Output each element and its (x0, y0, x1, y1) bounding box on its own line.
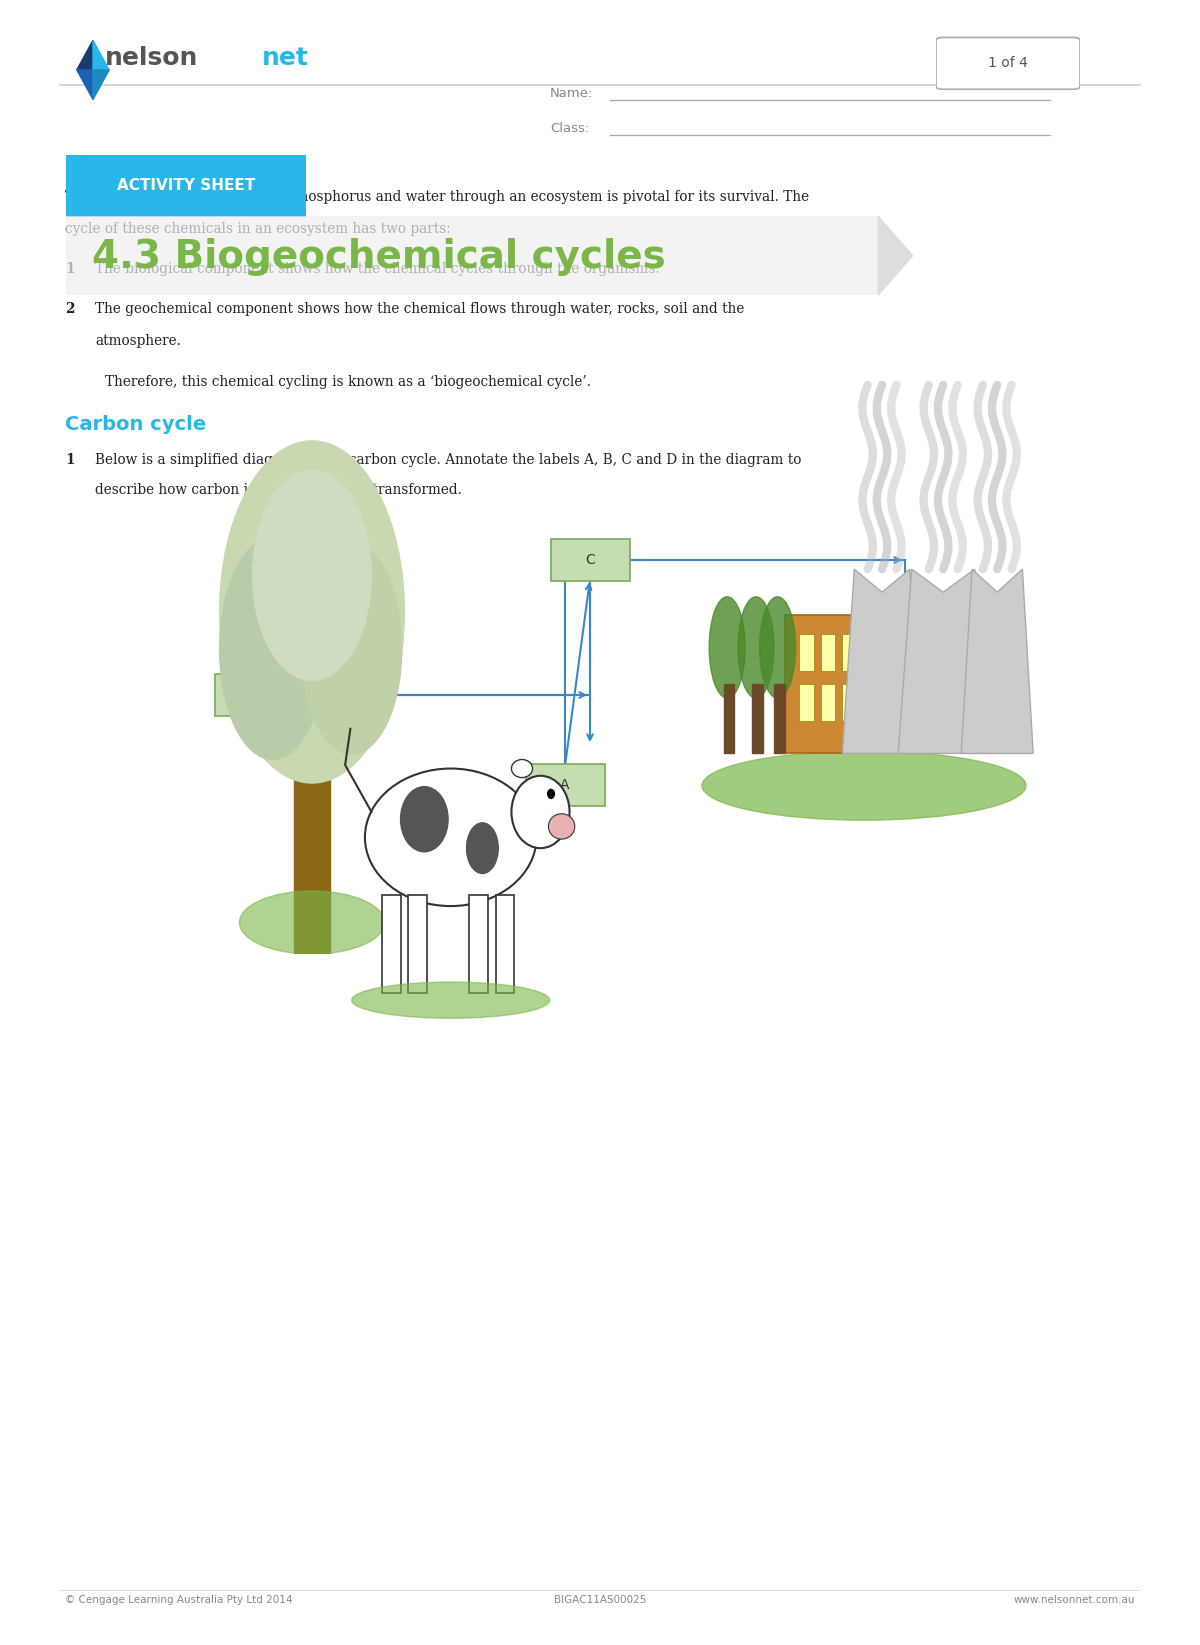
Bar (774, 684, 785, 753)
Ellipse shape (352, 982, 550, 1018)
Text: The geochemical component shows how the chemical flows through water, rocks, soi: The geochemical component shows how the … (95, 303, 744, 316)
Text: Name:: Name: (550, 87, 593, 100)
Text: describe how carbon is transferred and transformed.: describe how carbon is transferred and t… (95, 484, 462, 497)
Ellipse shape (239, 892, 385, 954)
Bar (864, 633, 878, 671)
Ellipse shape (547, 790, 554, 798)
Bar (496, 895, 514, 994)
Text: BIGAC11AS00025: BIGAC11AS00025 (554, 1596, 646, 1606)
FancyBboxPatch shape (66, 217, 878, 294)
Text: Class:: Class: (550, 122, 589, 135)
Ellipse shape (253, 470, 372, 681)
Ellipse shape (365, 768, 536, 906)
Ellipse shape (511, 760, 533, 778)
Text: cycle of these chemicals in an ecosystem has two parts:: cycle of these chemicals in an ecosystem… (65, 222, 451, 235)
Polygon shape (961, 569, 1033, 753)
Text: C: C (586, 553, 595, 568)
Ellipse shape (401, 786, 448, 852)
Text: net: net (262, 46, 308, 71)
Bar (842, 633, 857, 671)
Bar (724, 684, 734, 753)
Bar (382, 895, 401, 994)
Ellipse shape (548, 814, 575, 839)
Text: 1 of 4: 1 of 4 (988, 56, 1028, 71)
Bar (842, 684, 857, 721)
Bar (821, 684, 835, 721)
Ellipse shape (709, 597, 745, 697)
Bar (408, 895, 427, 994)
Polygon shape (94, 39, 109, 69)
FancyBboxPatch shape (216, 674, 294, 716)
Text: © Cengage Learning Australia Pty Ltd 2014: © Cengage Learning Australia Pty Ltd 201… (65, 1596, 293, 1606)
Text: Therefore, this chemical cycling is known as a ‘biogeochemical cycle’.: Therefore, this chemical cycling is know… (106, 375, 592, 388)
Text: ACTIVITY SHEET: ACTIVITY SHEET (116, 178, 256, 194)
Text: The cycling of carbon, nitrogen, phosphorus and water through an ecosystem is pi: The cycling of carbon, nitrogen, phospho… (65, 191, 809, 204)
Bar (821, 633, 835, 671)
Ellipse shape (511, 776, 570, 849)
FancyBboxPatch shape (936, 38, 1080, 89)
Text: www.nelsonnet.com.au: www.nelsonnet.com.au (1014, 1596, 1135, 1606)
Text: A: A (560, 778, 570, 791)
Bar (294, 770, 330, 954)
Text: B: B (925, 688, 935, 702)
Polygon shape (898, 569, 988, 753)
Text: The biological component shows how the chemical cycles through the organisms.: The biological component shows how the c… (95, 262, 660, 276)
FancyBboxPatch shape (47, 150, 325, 222)
Text: D: D (250, 688, 260, 702)
Ellipse shape (702, 752, 1026, 821)
Text: 1: 1 (65, 262, 74, 276)
Text: 4.3 Biogeochemical cycles: 4.3 Biogeochemical cycles (92, 237, 666, 276)
FancyBboxPatch shape (526, 763, 605, 806)
FancyBboxPatch shape (890, 674, 970, 716)
FancyBboxPatch shape (551, 540, 630, 581)
Polygon shape (77, 69, 94, 99)
Bar (785, 615, 900, 753)
Ellipse shape (220, 538, 325, 760)
Text: atmosphere.: atmosphere. (95, 334, 181, 349)
Polygon shape (94, 69, 109, 99)
Text: Carbon cycle: Carbon cycle (65, 415, 206, 434)
Ellipse shape (738, 597, 774, 697)
Ellipse shape (760, 597, 796, 697)
Polygon shape (77, 39, 94, 69)
Bar (799, 633, 814, 671)
Text: nelson: nelson (106, 46, 198, 71)
Bar (864, 684, 878, 721)
Polygon shape (878, 217, 913, 294)
Ellipse shape (301, 543, 402, 753)
Text: 1: 1 (65, 452, 74, 467)
Bar (799, 684, 814, 721)
Ellipse shape (220, 441, 404, 783)
Bar (752, 684, 763, 753)
Polygon shape (842, 569, 922, 753)
Ellipse shape (467, 822, 498, 873)
Text: Below is a simplified diagram of the carbon cycle. Annotate the labels A, B, C a: Below is a simplified diagram of the car… (95, 452, 802, 467)
Bar (469, 895, 487, 994)
Text: 2: 2 (65, 303, 74, 316)
